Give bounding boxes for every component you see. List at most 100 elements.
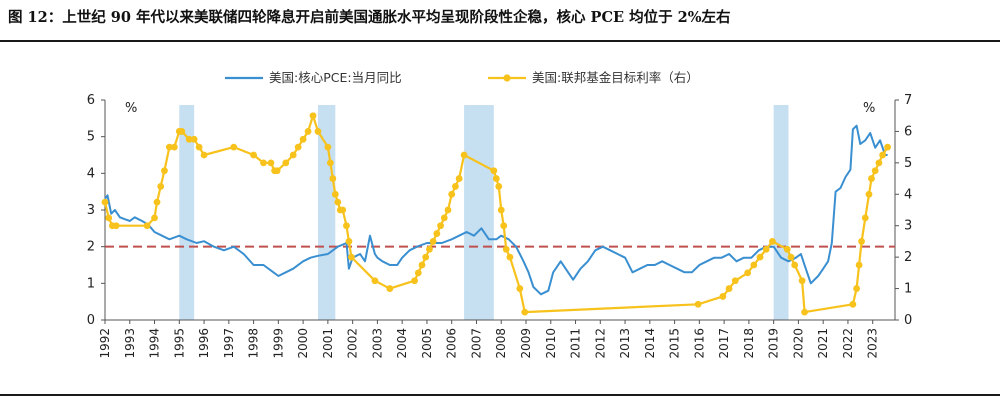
- fed-rate-point: [448, 190, 456, 198]
- x-tick-label: 2023: [866, 328, 880, 359]
- x-tick-label: 2003: [370, 328, 384, 359]
- x-tick-label: 2011: [569, 328, 583, 359]
- fed-rate-point: [500, 222, 508, 230]
- shaded-period-4: [773, 105, 789, 320]
- x-tick-label: 2015: [668, 328, 682, 359]
- fed-rate-point: [151, 214, 158, 222]
- legend: 美国:核心PCE:当月同比 美国:联邦基金目标利率（右）: [225, 70, 699, 85]
- fed-rate-point: [756, 253, 764, 261]
- fed-rate-point: [339, 206, 347, 214]
- fed-rate-point: [783, 245, 791, 253]
- fed-rate-point: [250, 151, 257, 159]
- left-tick-label: 5: [87, 130, 95, 145]
- x-tick-label: 2005: [420, 328, 434, 359]
- fed-rate-point: [282, 159, 290, 167]
- fed-rate-point: [865, 190, 873, 198]
- fed-rate-point: [437, 222, 444, 230]
- x-tick-label: 2004: [395, 328, 409, 359]
- fed-rate-point: [343, 222, 350, 230]
- chart-title: 图 12：上世纪 90 年代以来美联储四轮降息开启前美国通胀水平均呈现阶段性企稳…: [8, 9, 731, 26]
- fed-rate-point: [787, 253, 795, 261]
- right-tick-label: 2: [904, 250, 912, 265]
- fed-rate-point: [331, 190, 339, 198]
- fed-rate-point: [185, 135, 193, 143]
- fed-rate-point: [200, 151, 208, 159]
- fed-rate-point: [762, 245, 770, 253]
- x-tick-label: 2019: [767, 328, 781, 359]
- x-tick-label: 2001: [321, 328, 335, 359]
- fed-rate-point: [267, 159, 275, 167]
- fed-rate-point: [329, 175, 337, 182]
- x-tick-label: 2018: [742, 328, 756, 359]
- left-tick-label: 4: [87, 166, 95, 181]
- fed-rate-point: [143, 222, 151, 230]
- x-tick-label: 2006: [445, 328, 459, 359]
- left-tick-label: 1: [87, 276, 95, 291]
- fed-rate-point: [386, 285, 394, 292]
- fed-rate-point: [516, 285, 524, 292]
- fed-rate-point: [769, 238, 776, 245]
- fed-rate-point: [426, 245, 433, 253]
- x-tick-label: 1994: [148, 328, 162, 359]
- fed-rate-point: [791, 261, 799, 269]
- fed-rate-point: [497, 206, 505, 214]
- fed-rate-point: [853, 285, 861, 292]
- x-tick-label: 2021: [816, 328, 830, 359]
- shaded-period-3: [464, 105, 494, 320]
- right-axis-unit: %: [863, 101, 875, 116]
- right-tick-label: 7: [904, 93, 912, 108]
- fed-rate-point: [195, 143, 203, 151]
- fed-rate-point: [105, 214, 113, 222]
- x-tick-label: 2013: [618, 328, 632, 359]
- fed-rate-point: [157, 183, 165, 190]
- bottom-divider: [0, 394, 1000, 396]
- fed-rate-point: [871, 167, 879, 175]
- fed-rate-point: [521, 308, 529, 316]
- fed-rate-point: [334, 198, 342, 206]
- fed-rate-point: [849, 300, 857, 308]
- fed-rate-point: [161, 167, 168, 175]
- fed-rate-line: [103, 114, 889, 314]
- left-tick-label: 2: [87, 240, 95, 255]
- fed-rate-point: [304, 128, 312, 135]
- fed-rate-point: [433, 230, 441, 237]
- fed-rate-point: [309, 112, 317, 120]
- fed-rate-point: [495, 183, 503, 190]
- legend-marker: [503, 74, 511, 82]
- fed-rate-point: [879, 151, 887, 159]
- fed-rate-point: [694, 300, 702, 308]
- fed-rate-point: [101, 198, 109, 206]
- fed-rate-point: [868, 175, 875, 182]
- series-group: [101, 112, 891, 316]
- fed-rate-point: [371, 277, 379, 285]
- left-tick-label: 3: [87, 203, 95, 218]
- fed-rate-point: [506, 253, 514, 261]
- shaded-period-1: [179, 105, 195, 320]
- fed-rate-point: [429, 238, 437, 245]
- fed-rate-point: [170, 143, 178, 151]
- x-tick-label: 1995: [172, 328, 186, 359]
- right-tick-label: 5: [904, 156, 912, 171]
- fed-rate-point: [455, 175, 463, 182]
- shaded-periods: [179, 105, 789, 320]
- x-tick-label: 1997: [222, 328, 236, 359]
- x-tick-label: 2009: [519, 328, 533, 359]
- left-tick-label: 0: [87, 313, 95, 328]
- fed-rate-point: [750, 261, 758, 269]
- fed-rate-point: [744, 269, 752, 277]
- fed-rate-point: [273, 167, 281, 175]
- fed-rate-point: [444, 206, 452, 214]
- x-tick-label: 2008: [494, 328, 508, 359]
- core-pce-line: [104, 124, 888, 296]
- fed-rate-point: [725, 285, 733, 292]
- fed-rate-point: [884, 143, 891, 151]
- right-tick-label: 6: [904, 124, 912, 139]
- fed-rate-point: [411, 277, 418, 285]
- fed-rate-point: [798, 277, 806, 285]
- x-tick-label: 2022: [841, 328, 855, 359]
- fed-rate-point: [731, 277, 739, 285]
- x-tick-label: 1999: [271, 328, 285, 359]
- fed-rate-point: [294, 143, 302, 151]
- fed-rate-point: [460, 151, 468, 159]
